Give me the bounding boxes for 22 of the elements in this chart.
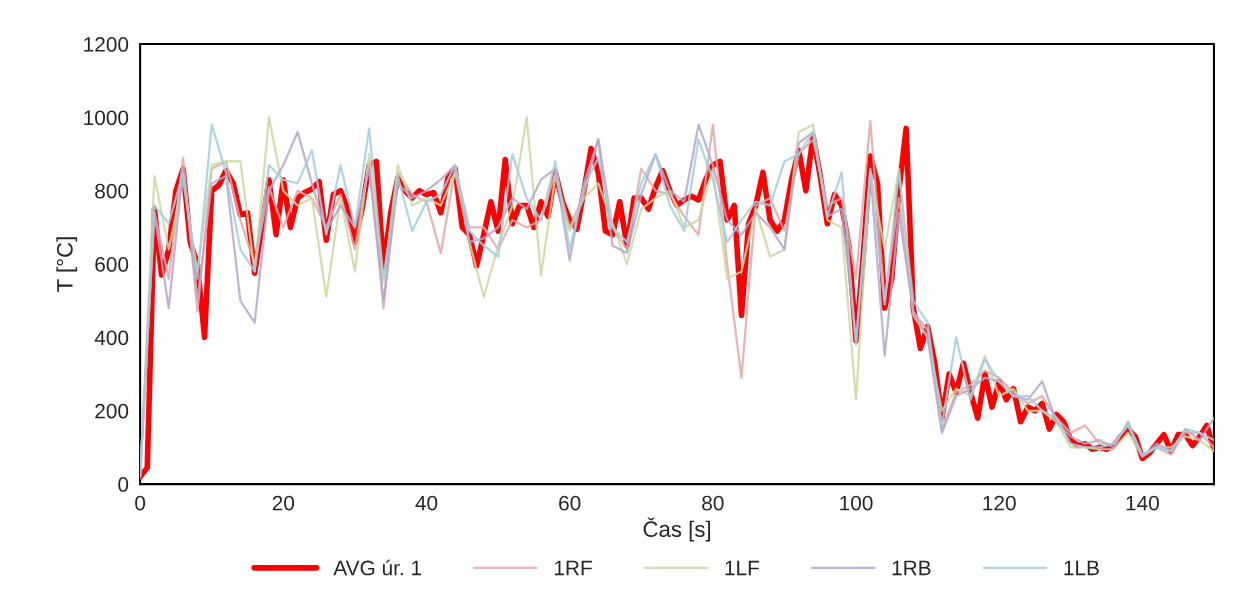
x-tick-label: 80 <box>702 495 724 511</box>
y-tick-label: 800 <box>95 183 129 199</box>
x-tick-label: 40 <box>415 495 438 511</box>
x-axis-title: Čas [s] <box>643 517 711 542</box>
y-tick-label: 600 <box>95 257 129 272</box>
x-tick-label: 140 <box>1126 495 1159 511</box>
y-axis-title: T [°C] <box>56 237 78 292</box>
y-tick-label: 400 <box>94 330 129 346</box>
x-tick-label: 60 <box>559 495 581 511</box>
y-tick-label: 0 <box>118 477 129 492</box>
legend-label: 1RB <box>892 560 931 576</box>
legend-label: 1LB <box>1064 560 1099 576</box>
y-tick-label: 1200 <box>84 37 129 52</box>
legend-label: AVG úr. 1 <box>333 559 422 576</box>
y-tick-label: 1000 <box>84 110 129 126</box>
legend-label: 1LF <box>725 560 760 576</box>
x-tick-label: 100 <box>840 495 873 511</box>
legend-label: 1RF <box>554 560 592 576</box>
x-tick-label: 0 <box>135 495 146 511</box>
x-tick-label: 20 <box>272 495 295 511</box>
x-tick-label: 120 <box>983 495 1016 511</box>
y-tick-label: 200 <box>95 403 129 419</box>
